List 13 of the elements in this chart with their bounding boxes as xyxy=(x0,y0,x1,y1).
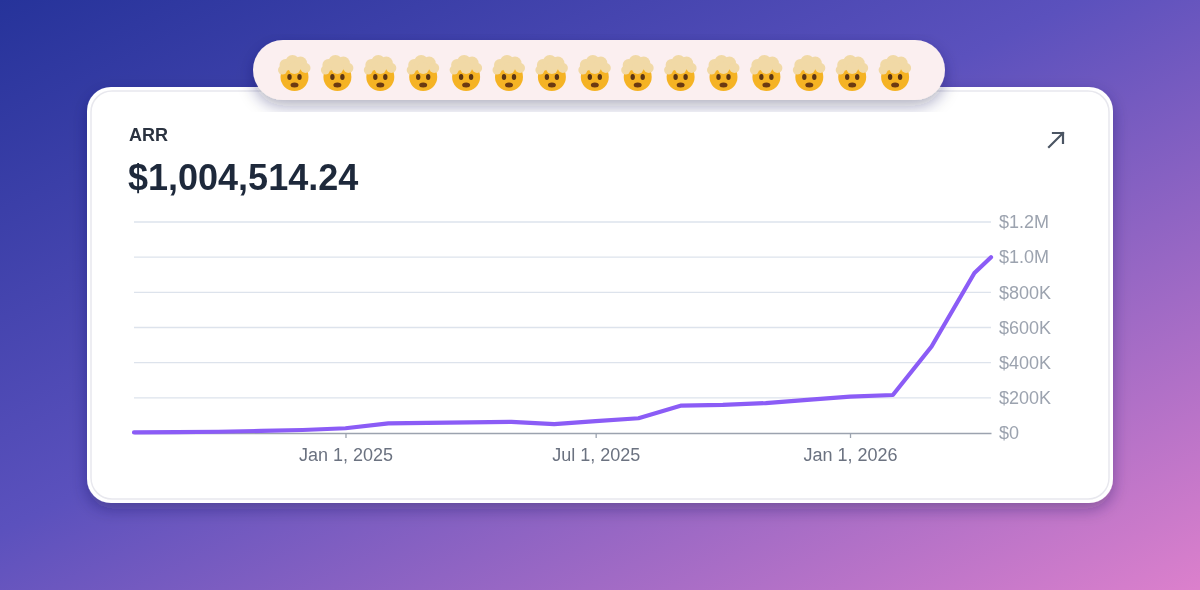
x-tick-label: Jan 1, 2025 xyxy=(298,444,394,465)
y-tick-label: $0 xyxy=(999,423,1020,444)
line-series xyxy=(131,255,994,435)
x-tick-label: Jul 1, 2025 xyxy=(552,444,641,465)
y-tick-label: $1.2M xyxy=(999,212,1050,233)
chart-title: ARR xyxy=(129,125,168,145)
y-tick-label: $600K xyxy=(999,317,1052,338)
y-tick-label: $800K xyxy=(999,282,1052,303)
y-tick-label: $400K xyxy=(999,352,1052,373)
y-tick-label: $200K xyxy=(999,388,1052,409)
y-tick-label: $1.0M xyxy=(999,247,1050,268)
chart-subtitle: $1,004,514.24 xyxy=(128,157,359,198)
x-tick-label: Jan 1, 2026 xyxy=(803,444,898,465)
